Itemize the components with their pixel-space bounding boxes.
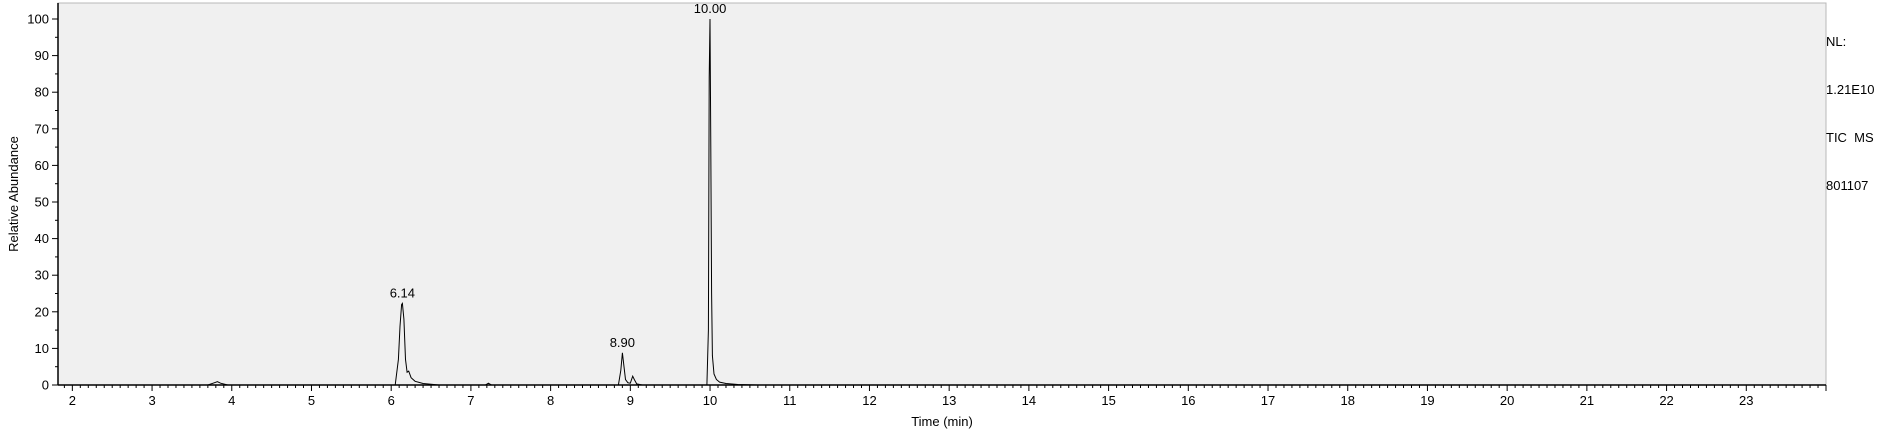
info-line: TIC MS (1826, 130, 1874, 145)
x-tick-label: 17 (1261, 393, 1275, 408)
y-tick-label: 80 (35, 85, 49, 100)
y-tick-label: 40 (35, 231, 49, 246)
peak-label: 6.14 (390, 285, 415, 300)
x-tick-label: 22 (1659, 393, 1673, 408)
info-line: NL: (1826, 34, 1847, 49)
y-tick-label: 60 (35, 158, 49, 173)
x-tick-label: 2 (69, 393, 76, 408)
x-tick-label: 12 (862, 393, 876, 408)
peak-labels: 6.14 8.90 10.00 (390, 1, 727, 350)
y-tick-label: 100 (27, 12, 49, 27)
x-tick-label: 16 (1181, 393, 1195, 408)
y-axis-ticks: 0 10 20 30 40 50 60 70 80 90 100 (27, 12, 58, 393)
x-tick-label: 19 (1420, 393, 1434, 408)
x-tick-label: 21 (1580, 393, 1594, 408)
y-tick-label: 20 (35, 304, 49, 319)
y-tick-label: 30 (35, 268, 49, 283)
info-box: NL: 1.21E10 TIC MS 801107 (1826, 2, 1874, 210)
x-tick-label: 3 (148, 393, 155, 408)
x-tick-label: 7 (467, 393, 474, 408)
y-tick-label: 10 (35, 341, 49, 356)
plot-area (57, 2, 1827, 386)
x-tick-label: 20 (1500, 393, 1514, 408)
x-tick-label: 23 (1739, 393, 1753, 408)
y-tick-label: 50 (35, 195, 49, 210)
x-tick-label: 13 (942, 393, 956, 408)
x-axis-ticks: 2 3 4 5 6 7 8 9 10 11 12 13 14 15 16 17 18 19 20 21 22 23 (63, 385, 1827, 408)
x-tick-label: 14 (1022, 393, 1036, 408)
info-line: 1.21E10 (1826, 82, 1875, 97)
x-tick-label: 8 (547, 393, 554, 408)
peak-label: 8.90 (610, 335, 635, 350)
x-tick-label: 9 (627, 393, 634, 408)
x-tick-label: 15 (1101, 393, 1115, 408)
peak-label: 10.00 (694, 1, 727, 16)
y-tick-label: 70 (35, 121, 49, 136)
y-tick-label: 0 (42, 378, 49, 393)
x-tick-label: 18 (1340, 393, 1354, 408)
info-line: 801107 (1826, 178, 1869, 193)
x-tick-label: 5 (308, 393, 315, 408)
x-tick-label: 11 (783, 393, 797, 408)
tic-trace (58, 18, 1826, 386)
x-tick-label: 6 (388, 393, 395, 408)
x-tick-label: 4 (228, 393, 235, 408)
y-axis-title: Relative Abundance (6, 136, 21, 252)
x-tick-label: 10 (703, 393, 717, 408)
x-axis-title: Time (min) (911, 414, 973, 429)
y-tick-label: 90 (35, 48, 49, 63)
